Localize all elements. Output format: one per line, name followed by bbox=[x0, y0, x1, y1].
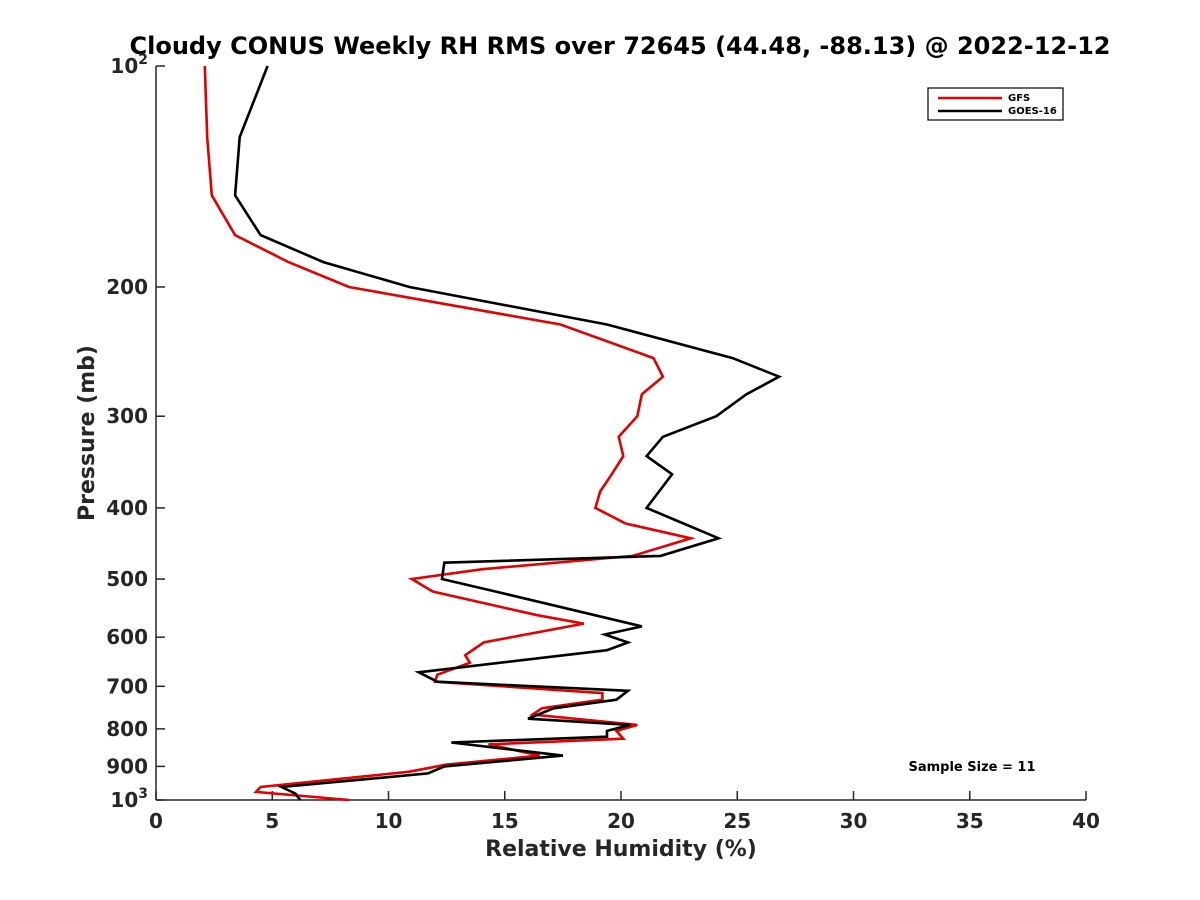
x-tick-label: 25 bbox=[723, 809, 751, 833]
y-tick-label: 300 bbox=[106, 404, 148, 428]
y-tick-label: 900 bbox=[106, 754, 148, 778]
series-line-goes16 bbox=[233, 65, 783, 801]
legend-label-goes16: GOES-16 bbox=[1008, 106, 1057, 117]
y-tick-label: 800 bbox=[106, 717, 148, 741]
plot-area: 0 5 10 15 20 25 30 35 40 102 200 300 400 500 600 700 80… bbox=[106, 52, 1100, 833]
chart-title: Cloudy CONUS Weekly RH RMS over 72645 (4… bbox=[130, 32, 1111, 60]
x-tick-label: 10 bbox=[375, 809, 403, 833]
y-tick-label: 102 bbox=[110, 52, 148, 78]
series-layer bbox=[203, 65, 783, 802]
x-tick-label: 5 bbox=[265, 809, 279, 833]
y-tick-label: 700 bbox=[106, 674, 148, 698]
y-tick-label: 200 bbox=[106, 275, 148, 299]
x-axis-ticks: 0 5 10 15 20 25 30 35 40 bbox=[149, 791, 1100, 833]
legend-box bbox=[927, 87, 1064, 121]
sample-size-annotation: Sample Size = 11 bbox=[908, 760, 1035, 775]
x-tick-label: 20 bbox=[607, 809, 635, 833]
y-axis-ticks: 102 200 300 400 500 600 700 800 900 103 bbox=[106, 52, 165, 812]
x-tick-label: 35 bbox=[956, 809, 984, 833]
legend: GFS GOES-16 bbox=[927, 87, 1064, 121]
x-tick-label: 40 bbox=[1072, 809, 1100, 833]
y-axis-label: Pressure (mb) bbox=[75, 345, 100, 521]
legend-label-gfs: GFS bbox=[1008, 93, 1030, 104]
y-tick-label: 103 bbox=[110, 786, 148, 812]
x-tick-label: 15 bbox=[491, 809, 519, 833]
y-tick-label: 600 bbox=[106, 625, 148, 649]
series-line-gfs bbox=[203, 65, 696, 802]
y-tick-label: 400 bbox=[106, 496, 148, 520]
x-tick-label: 0 bbox=[149, 809, 163, 833]
x-axis-label: Relative Humidity (%) bbox=[485, 837, 757, 862]
y-tick-label: 500 bbox=[106, 567, 148, 591]
x-tick-label: 30 bbox=[840, 809, 868, 833]
